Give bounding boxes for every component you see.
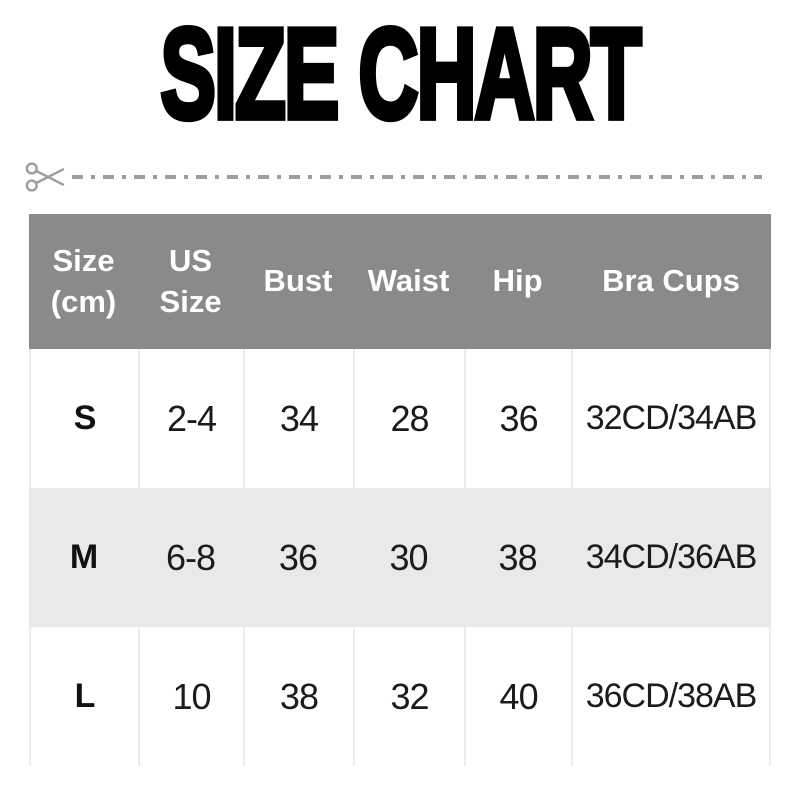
cell-us: 2-4 <box>138 349 243 488</box>
cell-waist: 32 <box>352 627 464 766</box>
cut-line <box>24 158 762 196</box>
cell-size: M <box>69 538 98 576</box>
cell-us: 6-8 <box>166 536 216 578</box>
cell-waist: 28 <box>352 349 464 488</box>
column-header-bra-cups: Bra Cups <box>602 263 740 299</box>
cell-bust: 38 <box>243 627 353 766</box>
cell-bra: 36CD/38AB <box>571 627 771 766</box>
cell-size: S <box>29 349 138 488</box>
scissors-icon <box>25 162 65 192</box>
cell-bust: 34 <box>243 349 353 488</box>
cell-hip: 40 <box>464 627 571 766</box>
column-header-us-size: US Size <box>159 243 222 319</box>
cell-hip: 36 <box>464 349 571 488</box>
cell-us: 10 <box>138 627 243 766</box>
cell-size: L <box>29 627 138 766</box>
column-header-size-cm: Size (cm) <box>50 243 117 319</box>
cell-hip: 38 <box>498 536 538 578</box>
page-title-text: SIZE CHART <box>158 1 643 146</box>
table-row-l: L 10 38 32 40 36CD/38AB <box>29 627 771 766</box>
table-header-row: Size (cm) US Size Bust Waist Hip Bra Cup… <box>29 214 771 349</box>
table-row-s: S 2-4 34 28 36 32CD/34AB <box>29 349 771 488</box>
cell-bust: 36 <box>278 536 318 578</box>
cell-bra: 34CD/36AB <box>585 538 758 576</box>
dashed-cut-line <box>72 175 762 179</box>
page-title: SIZE CHART <box>0 6 800 141</box>
column-header-waist: Waist <box>367 263 450 299</box>
column-header-hip: Hip <box>492 263 543 299</box>
cell-waist: 30 <box>389 536 428 578</box>
size-table: Size (cm) US Size Bust Waist Hip Bra Cup… <box>29 214 771 766</box>
cell-bra: 32CD/34AB <box>571 349 771 488</box>
column-header-bust: Bust <box>263 263 333 299</box>
table-row-m: M 6-8 36 30 38 34CD/36AB <box>29 488 771 627</box>
